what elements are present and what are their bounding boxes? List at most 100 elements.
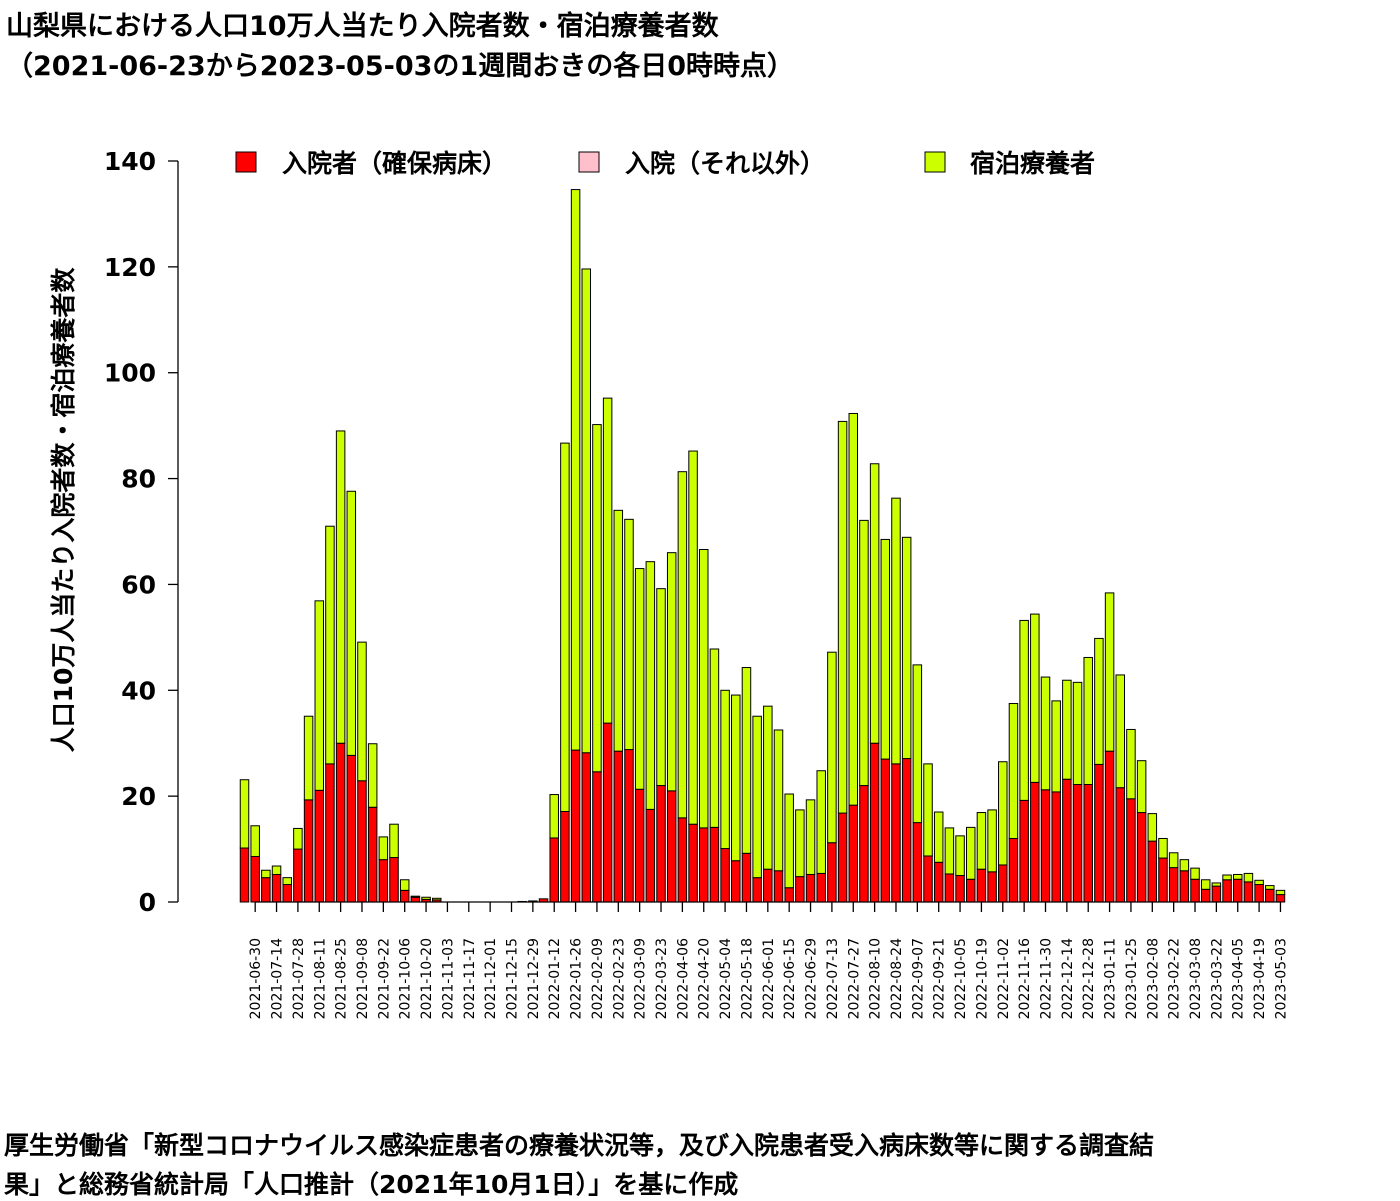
bar-segment-0 [602,722,613,903]
bar-segment-0 [795,876,805,903]
bar-segment-0 [1062,778,1072,903]
y-tick-label: 140 [104,147,156,176]
bar-segment-0 [1104,750,1115,903]
y-axis: 0 20 40 60 80 100 120 140 [104,147,179,917]
bar-segment-2 [1083,656,1093,785]
bar-segment-2 [1243,872,1254,883]
chart-title-line2: （2021-06-23から2023-05-03の1週間おきの各日0時時点） [6,51,794,82]
bar-segment-0 [367,806,378,903]
bar-segment-0 [1083,784,1093,903]
y-tick-label: 0 [139,888,156,917]
bar-segment-2 [1136,760,1147,814]
bar-segment-2 [1158,837,1168,859]
legend-label-hospital-secured: 入院者（確保病床） [282,149,507,178]
bar-segment-0 [581,752,592,903]
bar-segment-2 [998,761,1008,866]
bar-segment-0 [731,860,741,903]
bar-segment-2 [741,667,752,854]
x-tick-label: 2021-09-22 [376,938,392,1019]
bar-segment-2 [666,552,677,792]
bar-segment-0 [1019,799,1029,903]
x-tick-label: 2021-10-06 [398,938,414,1019]
bar-segment-0 [1158,857,1168,903]
bar-segment-2 [1030,613,1040,783]
bar-segment-2 [965,826,976,880]
bar-segment-0 [933,861,944,903]
bar-segment-2 [1254,879,1264,886]
bar-segment-0 [816,872,826,903]
bar-segment-2 [933,811,944,863]
bar-segment-2 [784,793,794,889]
bar-segment-0 [399,889,410,903]
bar-segment-2 [560,442,570,812]
bar-segment-2 [827,651,837,844]
x-tick-label: 2022-11-16 [1017,938,1033,1019]
bar-segment-0 [645,808,656,903]
bar-segment-0 [1147,840,1158,903]
bar-segment-2 [1115,674,1126,789]
bar-segment-0 [1275,894,1286,903]
bar-segment-0 [859,785,869,903]
bar-segment-2 [987,809,997,873]
x-tick-label: 2022-12-14 [1060,938,1076,1019]
bar-segment-0 [923,855,933,903]
bar-segment-0 [848,804,859,903]
bar-segment-2 [431,897,442,901]
bar-segment-2 [805,799,816,875]
bar-segment-0 [293,848,303,903]
y-tick-label: 40 [121,676,156,705]
x-tick-label: 2023-01-25 [1124,938,1140,1019]
bar-segment-2 [912,664,923,824]
x-tick-label: 2022-04-20 [697,938,713,1019]
bar-segment-0 [998,864,1008,903]
legend-swatch-hotel [924,151,946,173]
bar-segment-0 [410,896,421,903]
bar-segment-0 [688,823,698,903]
bar-segment-2 [955,835,965,877]
bar-segment-2 [581,268,592,754]
bar-segment-0 [1136,812,1147,903]
bar-segment-2 [1222,874,1232,881]
legend-label-hospital-other: 入院（それ以外） [625,149,825,178]
source-caption-line1: 厚生労働省「新型コロナウイルス感染症患者の療養状況等，及び入院患者受入病床数等に… [4,1131,1155,1160]
bar-segment-2 [1019,619,1029,801]
y-tick-label: 60 [121,570,156,599]
bar-segment-0 [261,877,271,903]
x-tick-label: 2022-02-23 [611,938,627,1019]
bar-segment-0 [709,826,720,903]
bar-segment-0 [944,873,955,903]
x-tick-label: 2021-11-17 [462,938,478,1019]
x-tick-label: 2021-08-11 [312,938,328,1019]
x-tick-label: 2022-11-02 [996,938,1012,1019]
bar-segment-2 [1104,592,1115,752]
bar-segment-2 [613,509,624,752]
bar-segment-0 [314,789,325,903]
bar-segment-2 [773,729,784,872]
bar-segment-2 [976,812,987,870]
x-tick-label: 2022-10-05 [953,938,969,1019]
x-tick-label: 2021-12-01 [483,938,499,1019]
bar-segment-0 [335,742,346,903]
bar-segment-0 [634,788,645,903]
x-tick-label: 2021-07-14 [270,938,286,1019]
bar-segment-0 [666,790,677,903]
bar-segment-2 [335,430,346,744]
y-axis-label: 人口10万人当たり入院者数・宿泊療養者数 [49,267,78,753]
bar-segment-2 [848,412,859,806]
bar-segment-0 [912,822,923,903]
bar-segment-2 [250,825,260,857]
bar-segment-0 [570,749,581,903]
x-tick-label: 2022-05-18 [739,938,755,1019]
bar-segment-2 [1179,859,1190,872]
x-tick-label: 2023-01-11 [1103,938,1119,1019]
bar-segment-2 [1094,637,1104,765]
x-tick-label: 2021-11-03 [440,938,456,1019]
y-tick-label: 100 [104,359,156,388]
bar-segment-0 [1168,867,1179,903]
x-tick-label: 2022-01-12 [547,938,563,1019]
bar-segment-2 [1072,681,1083,785]
x-tick-label: 2022-08-24 [889,938,905,1019]
bar-segment-2 [602,397,613,724]
bar-segment-0 [1126,798,1136,903]
